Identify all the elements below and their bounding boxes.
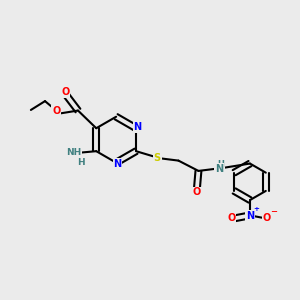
Text: O: O: [227, 213, 235, 223]
Text: N: N: [113, 159, 122, 169]
Text: N: N: [134, 122, 142, 132]
Text: N: N: [215, 164, 223, 173]
Text: O: O: [61, 87, 70, 97]
Text: H: H: [217, 160, 224, 169]
Text: S: S: [154, 153, 161, 163]
Text: +: +: [253, 206, 259, 212]
Text: O: O: [193, 188, 201, 197]
Text: O: O: [52, 106, 60, 116]
Text: O: O: [262, 213, 271, 223]
Text: −: −: [271, 207, 278, 216]
Text: H: H: [77, 158, 85, 167]
Text: N: N: [246, 211, 254, 221]
Text: NH: NH: [66, 148, 81, 157]
